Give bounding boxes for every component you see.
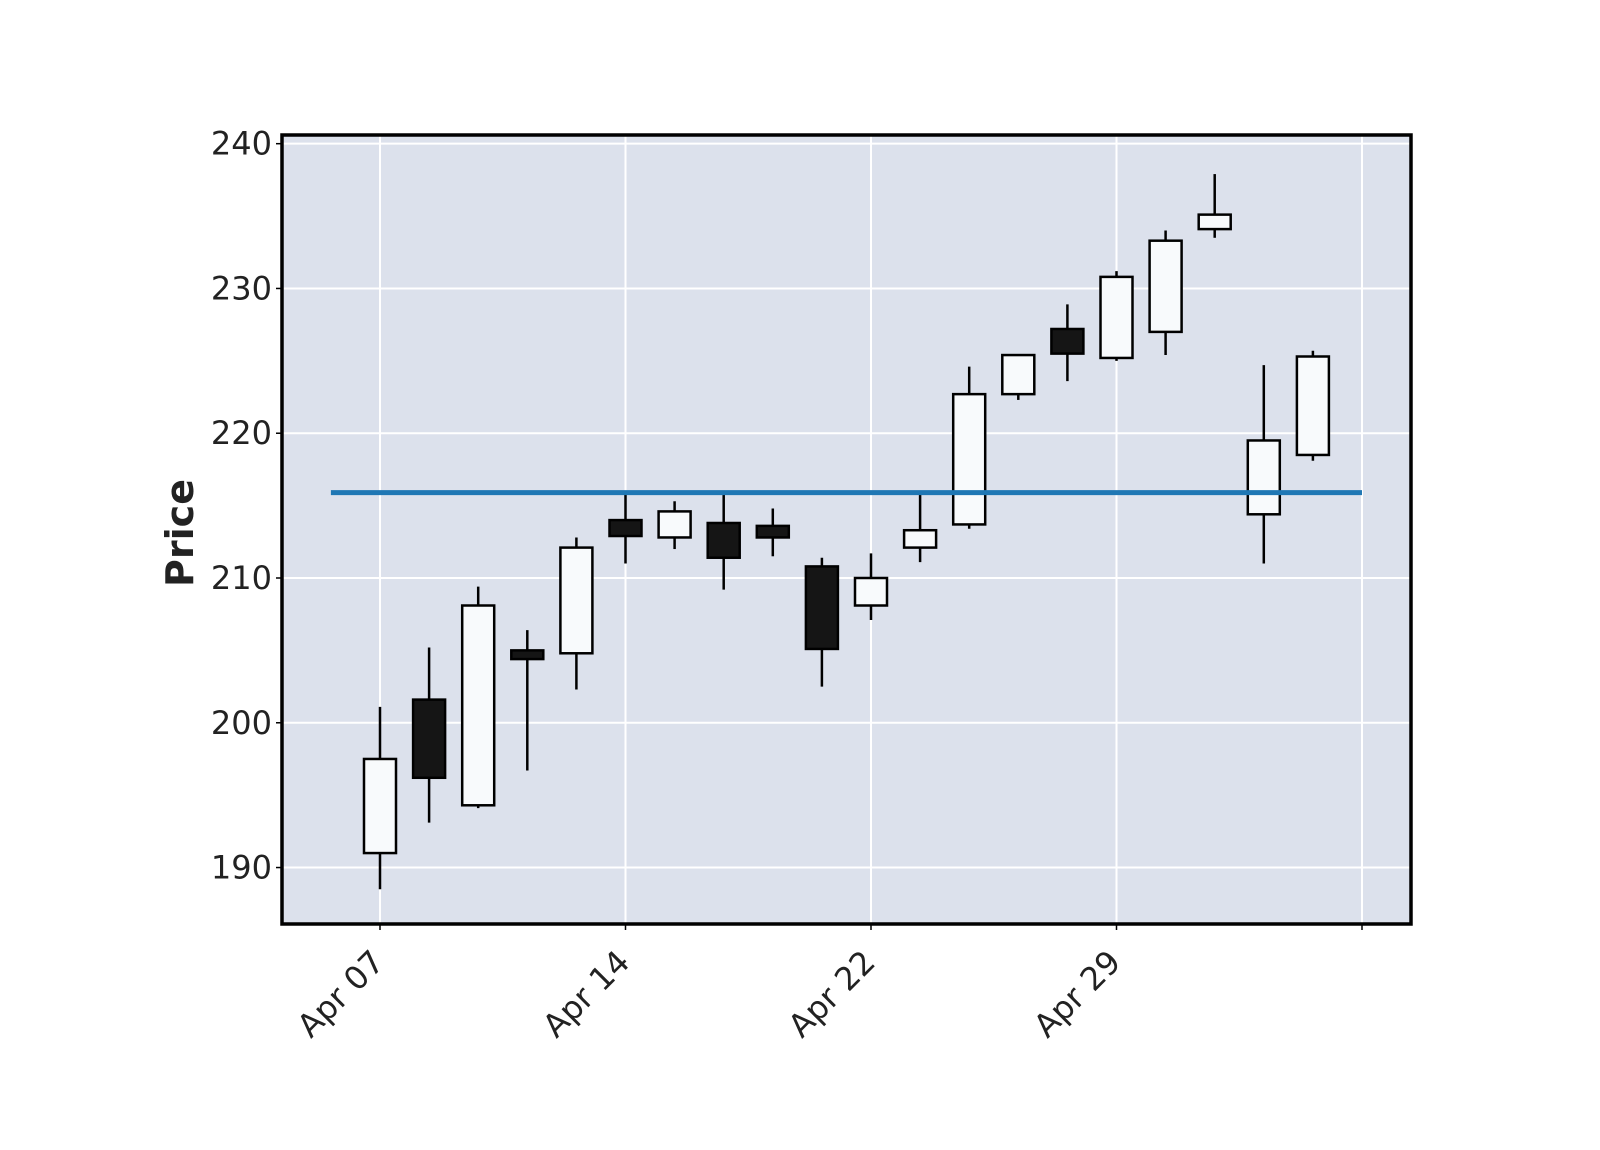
y-tick-label: 230 (211, 269, 272, 307)
candle-body-up (853, 576, 889, 607)
candle-body-down (706, 521, 741, 559)
candle-body-up (1295, 355, 1331, 457)
candle-body-down (608, 518, 643, 538)
y-tick-label: 210 (211, 559, 272, 597)
candle-body-down (510, 649, 545, 661)
candle-body-up (1246, 439, 1282, 516)
plot-frame (280, 133, 1413, 926)
candle-body-down (1050, 327, 1085, 355)
x-tick-label: Apr 22 (781, 943, 883, 1045)
candle-body-up (460, 604, 496, 807)
candle-body-down (755, 524, 791, 539)
candle-body-up (902, 528, 938, 549)
candle-body-up (362, 757, 398, 855)
y-tick-label: 220 (211, 414, 272, 452)
y-axis-title: Price (158, 479, 202, 587)
candle-body-up (1099, 275, 1134, 360)
x-tick-label: Apr 14 (535, 943, 637, 1045)
candle-body-up (1148, 239, 1183, 334)
candle-bodies (362, 213, 1331, 855)
candle-body-down (804, 565, 840, 651)
x-axis-ticks: Apr 07 Apr 14 Apr 22 Apr 29 (290, 924, 1363, 1045)
y-axis-ticks: 190 200 210 220 230 240 (211, 125, 282, 887)
x-tick-label: Apr 07 (290, 943, 392, 1045)
candle-body-up (1001, 353, 1036, 396)
candle-body-up (1197, 213, 1232, 231)
candle-body-down (411, 698, 447, 780)
plot-background (282, 135, 1411, 924)
y-tick-label: 240 (211, 125, 272, 163)
x-tick-label: Apr 29 (1026, 943, 1128, 1045)
y-tick-label: 190 (211, 849, 272, 887)
candle-body-up (657, 510, 692, 539)
candle-body-up (951, 392, 987, 526)
candle-body-up (559, 546, 594, 655)
y-tick-label: 200 (211, 704, 272, 742)
